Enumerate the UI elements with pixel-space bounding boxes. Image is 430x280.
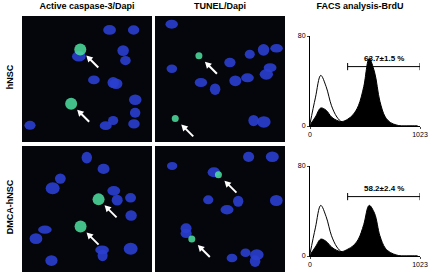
svg-text:58.2±2.4 %: 58.2±2.4 % — [364, 184, 404, 193]
svg-text:0: 0 — [308, 131, 312, 138]
svg-text:80: 80 — [298, 32, 306, 39]
html-text:TUNEL/Dapi: TUNEL/Dapi — [194, 1, 246, 11]
html-text:FACS analysis-BrdU: FACS analysis-BrdU — [316, 1, 404, 11]
html-text:Active caspase-3/Dapi: Active caspase-3/Dapi — [39, 1, 135, 11]
svg-text:0: 0 — [302, 252, 306, 259]
html-text:DMCA-hNSC: DMCA-hNSC — [5, 179, 15, 235]
svg-text:63.7±1.5 %: 63.7±1.5 % — [364, 54, 404, 63]
svg-text:0: 0 — [308, 261, 312, 268]
svg-text:80: 80 — [298, 162, 306, 169]
svg-text:0: 0 — [302, 122, 306, 129]
html-text:hNSC: hNSC — [5, 64, 15, 90]
svg-text:1023: 1023 — [412, 131, 428, 138]
svg-text:1023: 1023 — [412, 261, 428, 268]
